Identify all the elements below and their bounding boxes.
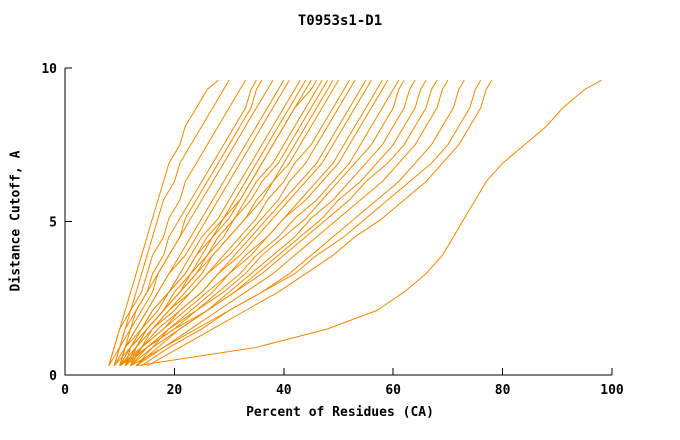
model-curve xyxy=(108,80,274,367)
model-curve xyxy=(119,80,285,366)
model-curve xyxy=(119,80,263,366)
x-tick-label: 40 xyxy=(276,383,292,398)
model-curve xyxy=(146,80,493,367)
model-curve xyxy=(108,79,219,366)
model-curve xyxy=(119,80,307,367)
model-curve xyxy=(124,80,405,367)
x-tick-label: 0 xyxy=(61,383,69,398)
model-curve xyxy=(113,80,290,367)
model-curve xyxy=(108,80,230,366)
model-curve xyxy=(113,80,339,367)
y-tick-label: 0 xyxy=(49,369,57,384)
x-tick-label: 100 xyxy=(600,383,624,398)
model-curve xyxy=(119,80,438,367)
chart-title: T0953s1-D1 xyxy=(297,13,383,29)
x-tick-label: 20 xyxy=(167,383,183,398)
model-curve xyxy=(113,80,318,367)
y-tick-label: 10 xyxy=(41,62,57,77)
model-curve xyxy=(124,80,350,367)
x-axis-label: Percent of Residues (CA) xyxy=(246,405,434,420)
model-curve xyxy=(113,80,246,366)
model-curve xyxy=(136,79,602,367)
model-curve xyxy=(119,80,356,367)
x-tick-label: 60 xyxy=(385,383,401,398)
x-tick-label: 80 xyxy=(495,383,511,398)
model-curve xyxy=(130,80,427,367)
model-curve xyxy=(130,80,400,367)
model-curve xyxy=(130,80,367,367)
y-tick-label: 5 xyxy=(49,216,57,231)
model-curve xyxy=(124,80,372,367)
model-curve xyxy=(113,80,257,366)
model-curve xyxy=(135,80,449,367)
model-curve xyxy=(141,80,465,367)
model-curve xyxy=(130,80,482,367)
model-curve xyxy=(119,80,389,367)
